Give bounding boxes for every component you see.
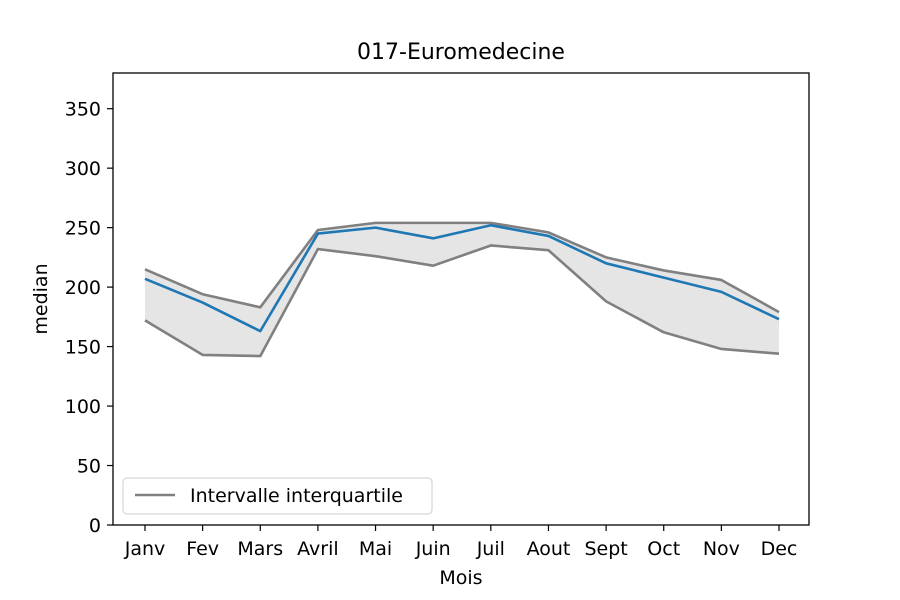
y-tick-label: 50	[77, 456, 101, 478]
plot-area	[112, 72, 810, 526]
x-tick-label: Oct	[647, 538, 680, 560]
x-tick-label: Juin	[415, 538, 451, 560]
median-line	[144, 223, 780, 333]
legend-box	[122, 477, 433, 515]
y-tick-label: 200	[65, 277, 101, 299]
plot-frame	[112, 72, 810, 526]
chart-title: 017-Euromedecine	[357, 40, 565, 65]
x-tick-label: Janv	[124, 538, 166, 560]
y-tick-label: 300	[65, 158, 101, 180]
lower-quartile-line	[144, 244, 780, 358]
x-tick-label: Avril	[297, 538, 339, 560]
y-tick-label: 250	[65, 218, 101, 240]
x-tick-label: Dec	[761, 538, 798, 560]
y-tick-label: 350	[65, 99, 101, 121]
x-tick-label: Mars	[237, 538, 283, 560]
x-tick-label: Sept	[584, 538, 627, 560]
y-tick-label: 0	[89, 515, 101, 537]
x-tick-label: Juil	[476, 538, 505, 560]
y-axis-ticks: 0 50 100 150 200 250 300 350	[65, 99, 113, 537]
x-tick-label: Aout	[527, 538, 571, 560]
x-tick-label: Fev	[186, 538, 219, 560]
series-lines-layer	[144, 221, 780, 358]
y-tick-label: 150	[65, 337, 101, 359]
y-axis-label: median	[30, 263, 52, 334]
x-tick-label: Mai	[359, 538, 392, 560]
x-axis-ticks: Janv Fev Mars Avril Mai Juin Juil Aout Sept Oct No…	[124, 525, 798, 560]
upper-quartile-line	[144, 221, 780, 314]
y-tick-label: 100	[65, 396, 101, 418]
x-tick-label: Nov	[703, 538, 740, 560]
x-axis-label: Mois	[439, 567, 482, 589]
legend-label-interquartile: Intervalle interquartile	[190, 485, 403, 507]
legend: Intervalle interquartile	[122, 477, 433, 515]
